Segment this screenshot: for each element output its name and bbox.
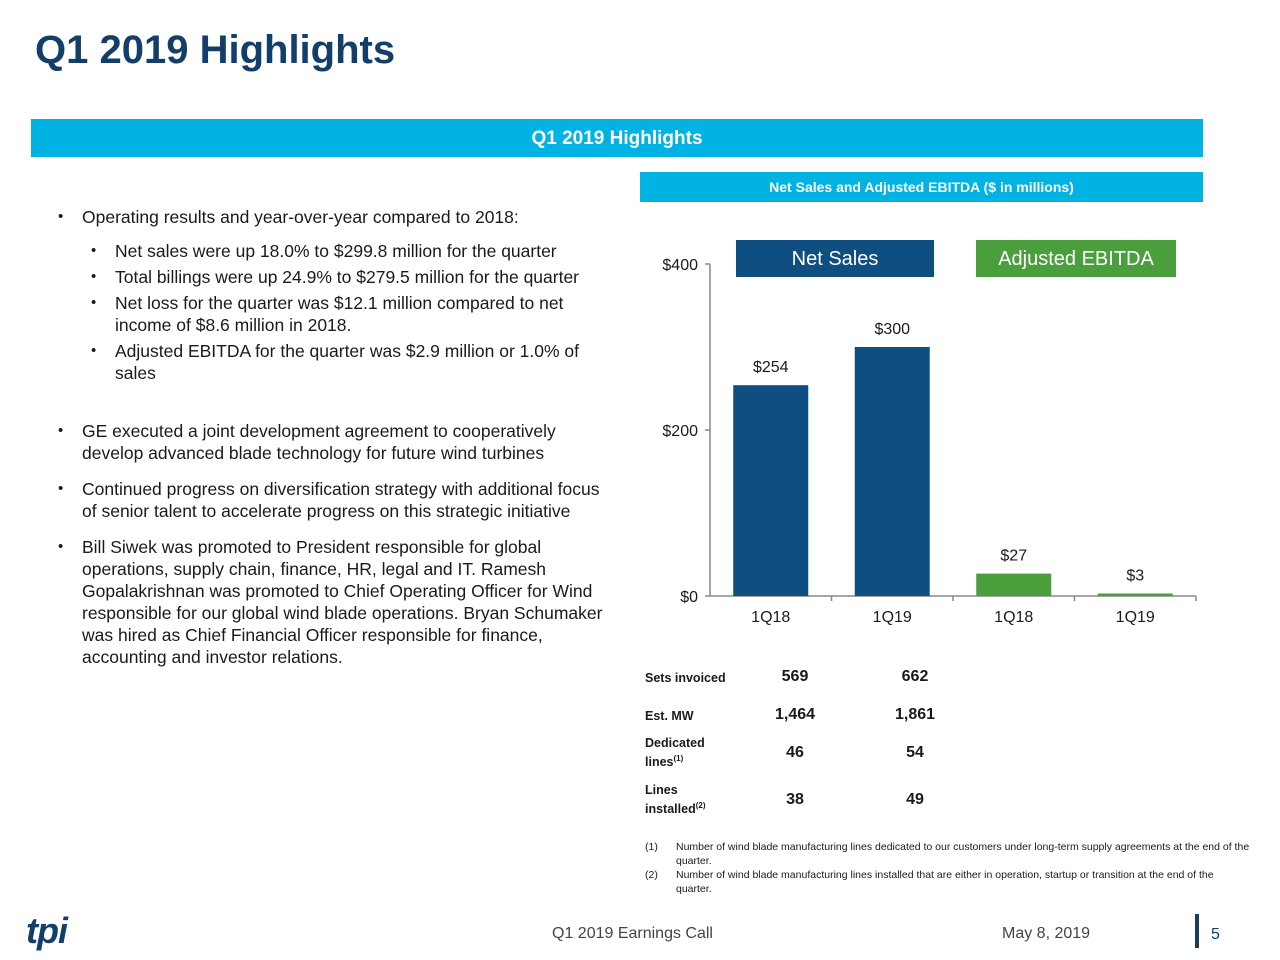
footer-divider — [1195, 914, 1199, 948]
data-label: $254 — [753, 359, 789, 376]
bullet-dot: • — [58, 208, 64, 225]
data-label: $27 — [1000, 548, 1027, 565]
bullet-dot: • — [58, 538, 64, 555]
footer-event: Q1 2019 Earnings Call — [552, 925, 713, 942]
x-tick-label: 1Q19 — [873, 609, 912, 626]
footer-date: May 8, 2019 — [1002, 925, 1091, 942]
page-title: Q1 2019 Highlights — [35, 28, 396, 72]
bullet-text: Net sales were up 18.0% to $299.8 millio… — [115, 241, 557, 261]
metric-value-1q18: 569 — [781, 668, 809, 685]
bullet-dot: • — [91, 342, 97, 359]
highlights-bullets: • Operating results and year-over-year co… — [58, 206, 618, 668]
legend-net-sales: Net Sales — [736, 240, 934, 277]
bullet-dot: • — [91, 294, 97, 311]
bullet-dot: • — [58, 480, 64, 497]
bullet-text: Total billings were up 24.9% to $279.5 m… — [115, 267, 580, 287]
metric-value-1q19: 1,861 — [894, 706, 936, 723]
y-tick-label: $400 — [662, 257, 698, 274]
footnote: (1) Number of wind blade manufacturing l… — [645, 840, 1250, 868]
metric-value-1q18: 38 — [786, 791, 804, 808]
x-tick-label: 1Q18 — [751, 609, 790, 626]
subbullet-adjusted-ebitda: • Adjusted EBITDA for the quarter was $2.… — [91, 340, 618, 384]
footnotes: (1) Number of wind blade manufacturing l… — [645, 840, 1250, 896]
bullet-operating-results: • Operating results and year-over-year co… — [58, 206, 618, 228]
bullet-text: Net loss for the quarter was $12.1 milli… — [115, 293, 564, 335]
bullet-text: Continued progress on diversification st… — [82, 479, 600, 521]
metric-label: Lines installed(2) — [645, 783, 706, 817]
operating-metrics-table: Sets invoiced 569 662 Est. MW 1,464 1,86… — [645, 655, 975, 825]
highlights-banner: Q1 2019 Highlights — [31, 119, 1203, 157]
footnote: (2) Number of wind blade manufacturing l… — [645, 868, 1250, 896]
table-row: Dedicated lines(1) 46 54 — [645, 731, 975, 775]
metric-value-1q19: 662 — [901, 668, 929, 685]
metric-value-1q18: 46 — [786, 744, 804, 761]
metric-label: Sets invoiced — [645, 671, 726, 686]
bullet-text: Bill Siwek was promoted to President res… — [82, 537, 603, 667]
bullet-text: Adjusted EBITDA for the quarter was $2.9… — [115, 341, 579, 383]
subbullet-net-sales: • Net sales were up 18.0% to $299.8 milli… — [91, 240, 618, 262]
x-tick-label: 1Q19 — [1116, 609, 1155, 626]
y-tick-label: $0 — [680, 589, 698, 606]
footnote-text: Number of wind blade manufacturing lines… — [676, 869, 1214, 895]
bar-adjusted-ebitda — [1097, 593, 1173, 596]
table-row: Sets invoiced 569 662 — [645, 655, 975, 699]
subbullet-total-billings: • Total billings were up 24.9% to $279.5 … — [91, 266, 618, 288]
footnote-text: Number of wind blade manufacturing lines… — [676, 841, 1250, 867]
bar-adjusted-ebitda — [976, 573, 1052, 596]
footnote-number: (1) — [645, 841, 658, 853]
net-sales-ebitda-chart: $400 $200 $0 1Q18 $254 1Q19 $300 1Q18 $27 1Q19 $3 — [662, 257, 1197, 626]
legend-adjusted-ebitda: Adjusted EBITDA — [976, 240, 1176, 277]
table-row: Est. MW 1,464 1,861 — [645, 699, 975, 731]
bullet-ge-agreement: • GE executed a joint development agreeme… — [58, 420, 618, 464]
bar-net-sales — [733, 385, 809, 596]
y-tick-label: $200 — [662, 423, 698, 440]
x-tick-label: 1Q18 — [994, 609, 1033, 626]
subbullet-net-loss: • Net loss for the quarter was $12.1 mill… — [91, 292, 618, 336]
bullet-leadership: • Bill Siwek was promoted to President re… — [58, 536, 618, 668]
table-row: Lines installed(2) 38 49 — [645, 775, 975, 825]
chart-header: Net Sales and Adjusted EBITDA ($ in mill… — [640, 172, 1203, 202]
tpi-logo: tpi — [26, 910, 68, 951]
bullet-dot: • — [58, 422, 64, 439]
data-label: $3 — [1126, 568, 1144, 585]
metric-value-1q18: 1,464 — [774, 706, 816, 723]
data-label: $300 — [874, 321, 910, 338]
bullet-dot: • — [91, 242, 97, 259]
metric-label: Est. MW — [645, 709, 694, 724]
metric-label: Dedicated lines(1) — [645, 736, 705, 770]
footnote-number: (2) — [645, 869, 658, 881]
page-number: 5 — [1211, 926, 1220, 943]
metric-value-1q19: 54 — [906, 744, 924, 761]
bullet-text: GE executed a joint development agreemen… — [82, 421, 556, 463]
bar-net-sales — [854, 347, 930, 596]
bullet-diversification: • Continued progress on diversification s… — [58, 478, 618, 522]
bullet-text: Operating results and year-over-year com… — [82, 207, 519, 227]
metric-value-1q19: 49 — [906, 791, 924, 808]
bullet-dot: • — [91, 268, 97, 285]
